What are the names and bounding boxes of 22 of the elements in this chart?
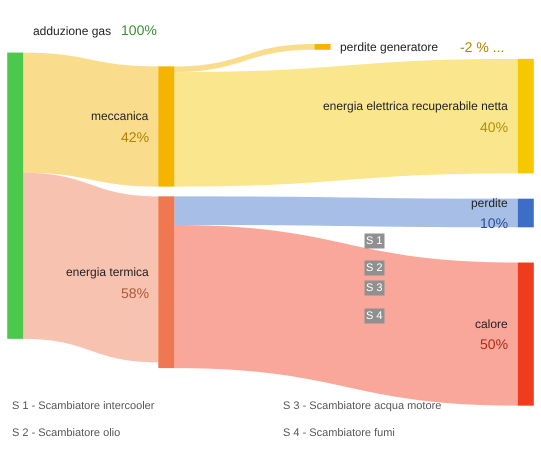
- category-label: energia termica: [66, 265, 150, 279]
- data-label: 58%: [121, 285, 150, 301]
- category-label: perdite: [471, 196, 508, 210]
- text: S 3: [366, 282, 383, 294]
- data-label: 42%: [121, 129, 150, 145]
- text: S 1 - Scambiatore intercooler: [12, 400, 155, 412]
- text: S 4 - Scambiatore fumi: [283, 427, 395, 439]
- data-label: 100%: [121, 22, 157, 38]
- text: S 2 - Scambiatore olio: [12, 427, 120, 439]
- text: S 4: [366, 310, 383, 322]
- category-label: perdite generatore: [340, 40, 438, 54]
- data-label: 10%: [480, 215, 508, 231]
- category-label: meccanica: [91, 109, 149, 123]
- data-label: 50%: [480, 336, 508, 352]
- category-label: energia elettrica recuperabile netta: [323, 99, 508, 113]
- text: S 1: [366, 235, 383, 247]
- category-label: adduzione gas: [33, 24, 112, 38]
- text: S 2: [366, 262, 383, 274]
- category-label: calore: [475, 317, 508, 331]
- data-label: -2 % ...: [460, 39, 504, 55]
- text: S 3 - Scambiatore acqua motore: [283, 400, 442, 412]
- data-label: 40%: [480, 119, 508, 135]
